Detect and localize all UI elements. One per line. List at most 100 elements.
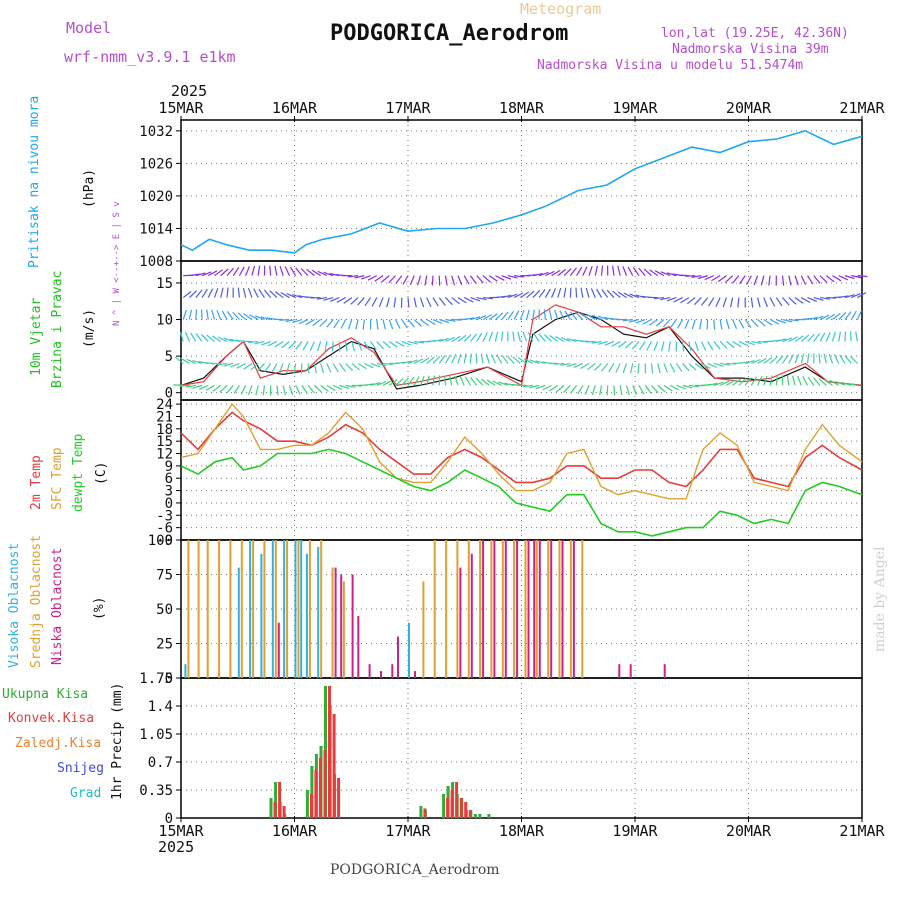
wind-arrow xyxy=(463,297,474,303)
wind-arrow xyxy=(669,363,676,373)
wind-arrow xyxy=(482,332,488,342)
wind-arrow xyxy=(280,291,290,299)
wind-arrow xyxy=(237,312,247,320)
wind-arrow xyxy=(413,376,420,386)
wind-arrow xyxy=(288,341,297,350)
y-tick-label: 3 xyxy=(165,484,173,500)
wind-arrow xyxy=(345,363,353,372)
wind-arrow xyxy=(746,275,752,285)
wind-arrow xyxy=(663,363,669,374)
wind-arrow xyxy=(617,291,627,299)
wind-arrow xyxy=(677,319,684,329)
cloudiness-bar xyxy=(351,574,354,678)
wind-arrow xyxy=(744,319,752,328)
cloudiness-bar xyxy=(283,540,286,678)
wind-arrow xyxy=(691,319,696,330)
wind-arrow xyxy=(794,275,799,286)
wind-arrow xyxy=(654,270,665,277)
wind-arrow xyxy=(226,384,234,394)
wind-arrow xyxy=(823,353,827,364)
wind-arrow xyxy=(701,362,711,369)
cloudiness-bar xyxy=(524,540,527,678)
wind-arrow xyxy=(666,272,677,277)
wind-arrow xyxy=(206,309,209,320)
wind-arrow xyxy=(643,268,652,277)
wind-arrow xyxy=(488,275,498,282)
wind-arrow xyxy=(451,275,456,286)
cloudiness-bar xyxy=(305,553,308,678)
wind-arrow xyxy=(638,385,645,395)
wind-arrow xyxy=(591,385,596,396)
wind-arrow xyxy=(622,363,628,374)
wind-arrow xyxy=(262,385,266,396)
wind-arrow xyxy=(788,354,794,364)
wind-arrow xyxy=(309,341,315,351)
bottom-year-label: 2025 xyxy=(158,838,195,856)
wind-arrow xyxy=(825,275,835,283)
wind-arrow xyxy=(217,362,228,366)
cloudiness-bar xyxy=(663,664,666,678)
wind-arrow xyxy=(786,375,790,386)
wind-arrow xyxy=(563,287,567,298)
wind-arrow xyxy=(445,297,453,306)
wind-arrow xyxy=(401,360,412,365)
wind-arrow xyxy=(494,331,499,342)
wind-arrow xyxy=(351,341,356,352)
wind-arrow xyxy=(295,341,303,350)
wind-arrow xyxy=(355,319,359,330)
wind-arrow xyxy=(678,274,689,277)
wind-arrow xyxy=(276,385,279,396)
wind-arrow xyxy=(213,287,219,298)
cloudiness-bar xyxy=(286,540,289,678)
wind-arrow xyxy=(559,310,565,320)
wind-arrow xyxy=(618,340,627,348)
wind-arrow xyxy=(800,353,805,364)
wind-arrow xyxy=(382,341,391,349)
wind-arrow xyxy=(839,354,846,364)
wind-arrow xyxy=(738,377,747,386)
cloudiness-bar xyxy=(197,540,200,678)
wind-arrow xyxy=(463,353,467,364)
wind-arrow xyxy=(274,340,284,348)
wind-arrow xyxy=(623,292,634,299)
wind-arrow xyxy=(395,275,403,285)
wind-arrow xyxy=(326,319,334,328)
wind-arrow xyxy=(719,341,728,349)
wind-arrow xyxy=(750,319,759,328)
wind-arrow xyxy=(753,275,759,286)
wind-arrow xyxy=(725,319,730,330)
wind-arrow xyxy=(264,363,272,372)
wind-arrow xyxy=(413,358,424,364)
cloudiness-bar xyxy=(482,540,485,678)
wind-arrow xyxy=(700,341,707,351)
wind-arrow xyxy=(348,275,359,278)
wind-arrow xyxy=(732,378,741,386)
y-tick-label: -9 xyxy=(156,533,173,549)
wind-arrow xyxy=(522,331,528,342)
wind-arrow xyxy=(782,354,789,364)
wind-arrow xyxy=(520,291,530,299)
wind-arrow xyxy=(186,358,197,364)
wind-arrow xyxy=(608,363,615,373)
wind-arrow xyxy=(179,331,184,342)
wind-arrow xyxy=(432,355,441,364)
wind-arrow xyxy=(688,384,699,388)
wind-arrow xyxy=(220,287,224,298)
wind-arrow xyxy=(719,380,730,386)
wind-arrow xyxy=(526,309,530,320)
wind-arrow xyxy=(226,267,235,277)
wind-arrow xyxy=(532,289,541,298)
wind-arrow xyxy=(650,363,654,374)
wind-arrow xyxy=(580,312,590,320)
wind-arrow xyxy=(324,341,328,352)
wind-arrow xyxy=(253,288,259,298)
precipitation-bar xyxy=(464,802,468,818)
wind-arrow xyxy=(523,358,534,364)
wind-arrow xyxy=(555,335,565,342)
wind-arrow xyxy=(606,385,609,396)
cloudiness-bar xyxy=(629,664,632,678)
wind-arrow xyxy=(370,382,381,386)
wind-arrow xyxy=(292,318,303,324)
wind-arrow xyxy=(666,297,677,302)
wind-arrow xyxy=(533,332,540,342)
